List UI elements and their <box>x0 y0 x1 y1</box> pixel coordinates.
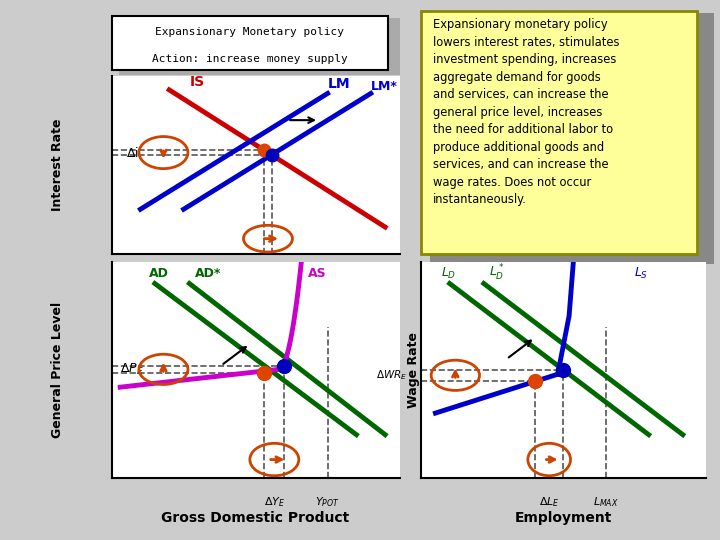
Text: $\Delta WR_E$: $\Delta WR_E$ <box>376 368 407 382</box>
FancyBboxPatch shape <box>112 16 388 70</box>
Text: Interest Rate: Interest Rate <box>51 118 64 211</box>
Text: $\Delta P_E$: $\Delta P_E$ <box>120 362 144 377</box>
Text: Expansionary Monetary policy: Expansionary Monetary policy <box>156 26 344 37</box>
Text: $\Delta$i: $\Delta$i <box>126 146 139 160</box>
Text: AS: AS <box>307 267 326 280</box>
Text: General Price Level: General Price Level <box>51 302 64 438</box>
FancyBboxPatch shape <box>119 18 400 75</box>
Text: $Y_{POT}$: $Y_{POT}$ <box>315 495 340 509</box>
Text: $\Delta Y_E$: $\Delta Y_E$ <box>257 268 279 282</box>
Text: LM: LM <box>328 77 350 91</box>
Text: $L_D$: $L_D$ <box>441 266 456 281</box>
FancyBboxPatch shape <box>421 11 697 254</box>
Text: Employment: Employment <box>515 511 613 525</box>
Text: $\Delta L_E$: $\Delta L_E$ <box>539 495 559 509</box>
Text: $L_{MAX}$: $L_{MAX}$ <box>593 495 619 509</box>
Text: Expansionary monetary policy
lowers interest rates, stimulates
investment spendi: Expansionary monetary policy lowers inte… <box>433 18 619 206</box>
Text: $\Delta Y_E$: $\Delta Y_E$ <box>264 495 285 509</box>
Text: LM*: LM* <box>371 80 397 93</box>
Text: Action: increase money supply: Action: increase money supply <box>152 53 348 64</box>
FancyBboxPatch shape <box>430 13 714 264</box>
Text: IS: IS <box>189 75 204 89</box>
Text: Wage Rate: Wage Rate <box>408 332 420 408</box>
Text: AD: AD <box>149 267 169 280</box>
Text: Gross Domestic Product: Gross Domestic Product <box>161 511 350 525</box>
Text: $L_S$: $L_S$ <box>634 266 649 281</box>
Text: $L_D^*$: $L_D^*$ <box>490 263 505 283</box>
Text: AD*: AD* <box>195 267 222 280</box>
